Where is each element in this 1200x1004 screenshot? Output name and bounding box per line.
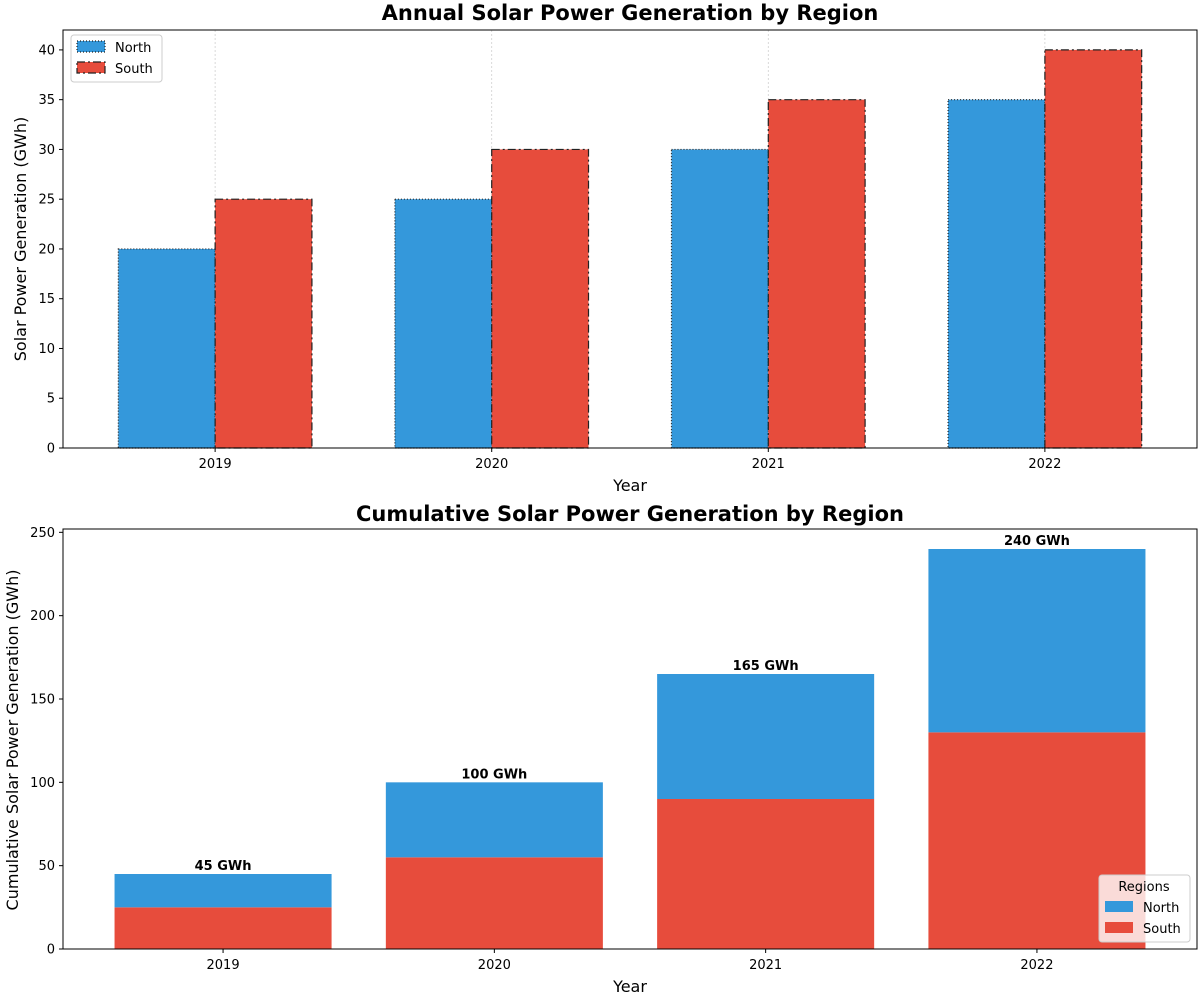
y-axis-ticks: 0 5 10 15 20 25 30 35 40 <box>38 43 63 457</box>
total-label: 100 GWh <box>461 767 527 782</box>
bar-north-2020 <box>394 198 493 449</box>
bar-north-2021 <box>657 674 875 799</box>
chart-title: Cumulative Solar Power Generation by Reg… <box>356 502 904 526</box>
bar-south-2019 <box>214 198 313 449</box>
y-tick-label: 15 <box>38 292 55 307</box>
y-axis-ticks: 0 50 100 150 200 250 <box>30 526 63 958</box>
total-label: 165 GWh <box>733 659 799 674</box>
x-tick-label: 2019 <box>199 457 232 472</box>
bar-south-2021 <box>767 99 866 449</box>
legend-swatch-south <box>76 61 106 74</box>
plot-frame <box>62 528 1198 950</box>
legend-swatch-north <box>1105 901 1133 912</box>
legend-swatch-north <box>76 40 106 53</box>
bars <box>117 49 1143 449</box>
y-tick-label: 0 <box>47 442 55 457</box>
x-tick-label: 2021 <box>752 457 785 472</box>
x-tick-label: 2020 <box>475 457 508 472</box>
bar-south-2020 <box>385 857 603 949</box>
legend-swatch-south <box>1105 922 1133 933</box>
bar-north-2021 <box>670 148 769 449</box>
bar-south-2019 <box>114 907 332 949</box>
legend: Regions North South <box>1098 874 1191 943</box>
x-tick-label: 2022 <box>1028 457 1061 472</box>
bar-south-2021 <box>657 799 875 949</box>
plot-frame <box>62 29 1198 449</box>
x-axis-ticks: 2019 2020 2021 2022 <box>207 949 1053 973</box>
bar-north-2022 <box>947 99 1046 449</box>
legend: North South <box>70 34 163 83</box>
total-labels: 45 GWh 100 GWh 165 GWh 240 GWh <box>195 534 1070 874</box>
y-tick-label: 30 <box>38 143 55 158</box>
y-tick-label: 10 <box>38 342 55 357</box>
x-gridlines <box>214 30 1046 448</box>
x-tick-label: 2020 <box>478 958 511 973</box>
bar-north-2019 <box>117 248 216 449</box>
y-tick-label: 50 <box>38 859 55 874</box>
legend-label-south: South <box>1143 922 1181 937</box>
bar-south-2020 <box>491 148 590 449</box>
y-tick-label: 250 <box>30 526 55 541</box>
y-tick-label: 0 <box>47 943 55 958</box>
stacked-bars <box>114 549 1146 949</box>
y-tick-label: 35 <box>38 93 55 108</box>
y-tick-label: 100 <box>30 776 55 791</box>
annual-chart: Annual Solar Power Generation by Region … <box>11 1 1198 495</box>
y-axis-label: Cumulative Solar Power Generation (GWh) <box>3 570 22 911</box>
chart-title: Annual Solar Power Generation by Region <box>382 1 879 25</box>
y-tick-label: 25 <box>38 193 55 208</box>
x-axis-ticks: 2019 2020 2021 2022 <box>199 448 1061 472</box>
y-tick-label: 200 <box>30 609 55 624</box>
total-label: 240 GWh <box>1004 534 1070 549</box>
x-tick-label: 2021 <box>749 958 782 973</box>
y-tick-label: 20 <box>38 242 55 257</box>
bar-north-2020 <box>385 782 603 858</box>
x-axis-label: Year <box>612 977 647 996</box>
bar-north-2019 <box>114 874 332 908</box>
y-tick-label: 150 <box>30 693 55 708</box>
bar-south-2022 <box>1044 49 1143 449</box>
cumulative-chart: Cumulative Solar Power Generation by Reg… <box>3 502 1198 996</box>
y-tick-label: 40 <box>38 43 55 58</box>
x-axis-label: Year <box>612 476 647 495</box>
y-tick-label: 5 <box>47 392 55 407</box>
bar-north-2022 <box>928 549 1146 733</box>
y-axis-label: Solar Power Generation (GWh) <box>11 117 30 362</box>
legend-label-north: North <box>115 41 151 56</box>
legend-title: Regions <box>1118 880 1170 895</box>
legend-label-south: South <box>115 62 153 77</box>
total-label: 45 GWh <box>195 859 252 874</box>
x-tick-label: 2019 <box>207 958 240 973</box>
x-tick-label: 2022 <box>1020 958 1053 973</box>
legend-label-north: North <box>1143 901 1179 916</box>
